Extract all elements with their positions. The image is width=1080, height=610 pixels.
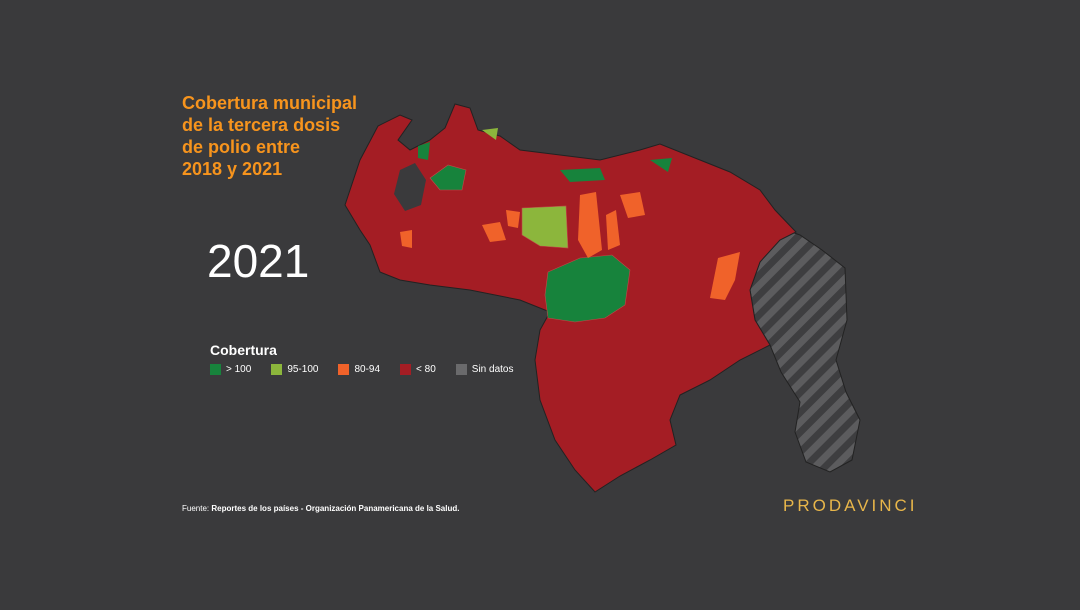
region-green (429, 164, 467, 191)
title-line: de polio entre (182, 137, 301, 157)
region-green (544, 254, 631, 323)
region-green (418, 142, 430, 160)
region-orange (578, 192, 602, 258)
legend-swatch (210, 364, 221, 375)
year: 2021 (207, 235, 310, 287)
region-orange (482, 222, 506, 242)
title-line: 2018 y 2021 (182, 159, 283, 179)
legend-label: 95-100 (287, 364, 319, 375)
legend-label: Sin datos (471, 364, 514, 375)
lake (394, 163, 426, 211)
legend-item: < 80 (400, 364, 436, 375)
brand: PRODAVINCI (783, 496, 918, 515)
legend-item: > 100 (210, 364, 251, 375)
legend-label: < 80 (416, 364, 436, 375)
region-orange (606, 210, 620, 250)
legend-swatch (271, 364, 283, 375)
title-line: de la tercera dosis (182, 115, 341, 135)
region-green (650, 158, 672, 172)
region-orange (620, 192, 645, 218)
legend-swatch (400, 364, 412, 375)
region-light-green (482, 128, 498, 140)
legend-item: Sin datos (455, 364, 514, 375)
legend-label: > 100 (226, 364, 252, 375)
region-orange (400, 230, 412, 248)
region-orange (506, 210, 520, 228)
region-no-data (749, 227, 861, 473)
legend-label: 80-94 (354, 364, 381, 375)
source-prefix: Fuente: (182, 504, 210, 513)
region-light-green (521, 205, 569, 249)
region-orange (710, 252, 740, 300)
legend-swatch (455, 364, 467, 375)
title: Cobertura municipal de la tercera dosis … (182, 92, 357, 180)
legend: > 100 95-100 80-94 < 80 Sin datos (210, 364, 513, 375)
title-line: Cobertura municipal (182, 93, 358, 113)
legend-swatch (338, 364, 350, 375)
source: Fuente: Reportes de los países - Organiz… (182, 504, 459, 513)
legend-item: 95-100 (271, 364, 318, 375)
source-text: Reportes de los países - Organización Pa… (211, 504, 460, 513)
legend-item: 80-94 (338, 364, 380, 375)
legend-title: Cobertura (210, 342, 277, 358)
region-green (560, 168, 605, 182)
